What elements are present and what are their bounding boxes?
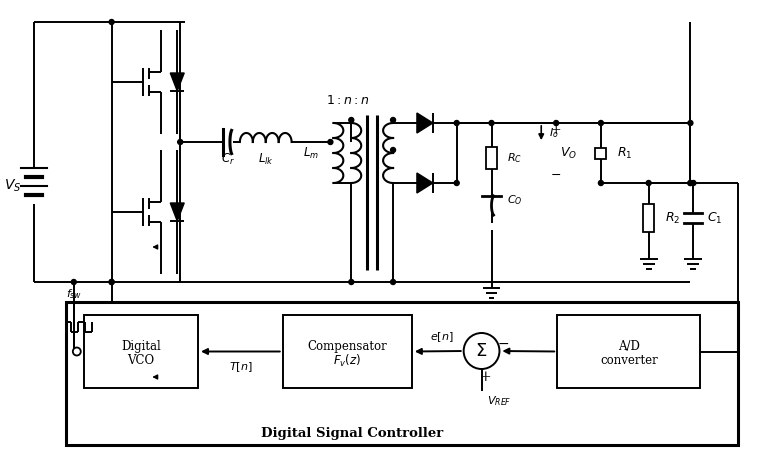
Circle shape <box>391 147 395 152</box>
Text: $L_{lk}$: $L_{lk}$ <box>258 151 273 167</box>
Bar <box>66 302 738 445</box>
Text: A/D: A/D <box>618 340 640 353</box>
Circle shape <box>489 121 494 125</box>
Polygon shape <box>417 173 433 193</box>
Circle shape <box>391 118 395 123</box>
Circle shape <box>328 140 333 145</box>
Text: $V_O$: $V_O$ <box>559 146 577 161</box>
Bar <box>643 204 654 232</box>
Text: $R_2$: $R_2$ <box>665 210 680 225</box>
Circle shape <box>391 280 395 285</box>
Circle shape <box>178 140 183 145</box>
Text: $I_o$: $I_o$ <box>549 126 559 140</box>
Text: $C_O$: $C_O$ <box>507 193 523 207</box>
Text: $V_S$: $V_S$ <box>4 178 21 194</box>
Polygon shape <box>170 73 184 91</box>
Text: Compensator: Compensator <box>307 340 387 353</box>
Text: VCO: VCO <box>127 354 155 367</box>
Circle shape <box>688 180 693 185</box>
Text: +: + <box>551 124 561 138</box>
Bar <box>595 147 607 158</box>
Circle shape <box>688 180 693 185</box>
Bar <box>557 315 700 388</box>
Text: $\Sigma$: $\Sigma$ <box>476 342 488 360</box>
Circle shape <box>598 121 604 125</box>
Text: $C_r$: $C_r$ <box>221 151 235 167</box>
Circle shape <box>349 118 354 123</box>
Polygon shape <box>170 203 184 221</box>
Circle shape <box>598 180 604 185</box>
Polygon shape <box>417 113 433 133</box>
Circle shape <box>109 280 114 285</box>
Bar <box>283 315 412 388</box>
Circle shape <box>349 280 354 285</box>
Text: Digital Signal Controller: Digital Signal Controller <box>261 426 444 440</box>
Circle shape <box>109 280 114 285</box>
Circle shape <box>554 121 558 125</box>
Text: $e[n]$: $e[n]$ <box>430 330 453 344</box>
Text: converter: converter <box>600 354 658 367</box>
Text: $L_m$: $L_m$ <box>303 146 319 161</box>
Text: Digital: Digital <box>121 340 161 353</box>
Circle shape <box>688 121 693 125</box>
Circle shape <box>71 280 77 285</box>
Text: $F_v(z)$: $F_v(z)$ <box>333 353 362 369</box>
Text: −: − <box>551 168 561 181</box>
Bar <box>83 315 198 388</box>
Circle shape <box>454 180 459 185</box>
Circle shape <box>73 347 80 356</box>
Text: $f_{sw}$: $f_{sw}$ <box>66 287 82 301</box>
Text: $R_C$: $R_C$ <box>507 151 522 165</box>
Text: −: − <box>498 337 509 351</box>
Text: $C_1$: $C_1$ <box>707 210 723 225</box>
Text: $V_{REF}$: $V_{REF}$ <box>486 394 511 408</box>
Circle shape <box>454 121 459 125</box>
Circle shape <box>691 180 696 185</box>
Bar <box>486 147 497 169</box>
Circle shape <box>463 333 499 369</box>
Text: +: + <box>480 370 491 384</box>
Circle shape <box>109 19 114 24</box>
Circle shape <box>647 180 651 185</box>
Text: $R_1$: $R_1$ <box>617 146 632 161</box>
Text: $1:n:n$: $1:n:n$ <box>326 94 369 106</box>
Text: $T[n]$: $T[n]$ <box>228 361 252 375</box>
